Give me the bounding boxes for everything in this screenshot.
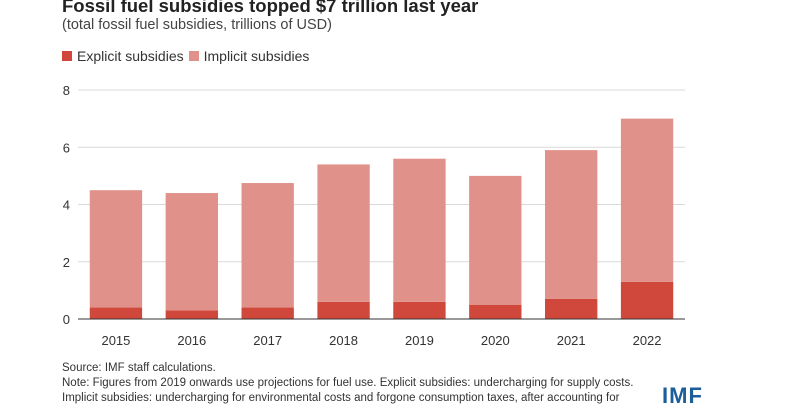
bar-explicit (620, 281, 674, 319)
methodology-note-continued: Implicit subsidies: undercharging for en… (62, 392, 620, 404)
x-tick-label: 2015 (101, 333, 130, 348)
bar-implicit (317, 164, 370, 302)
legend-item-explicit: Explicit subsidies (62, 48, 184, 64)
chart-notes: Source: IMF staff calculations. Note: Fi… (62, 361, 633, 406)
x-tick-label: 2018 (329, 333, 358, 348)
chart-title: Fossil fuel subsidies topped $7 trillion… (62, 0, 479, 16)
chart-subtitle: (total fossil fuel subsidies, trillions … (62, 17, 332, 33)
bar-implicit (469, 175, 522, 305)
y-tick-label: 0 (63, 312, 70, 327)
legend: Explicit subsidies Implicit subsidies (62, 48, 314, 64)
legend-swatch-explicit (62, 51, 72, 61)
x-tick-label: 2021 (557, 333, 586, 348)
source-note: Source: IMF staff calculations. (62, 362, 216, 374)
x-tick-label: 2017 (253, 333, 282, 348)
x-tick-label: 2020 (481, 333, 510, 348)
bar-explicit (165, 310, 218, 319)
y-tick-label: 4 (63, 198, 70, 213)
bar-implicit (545, 150, 598, 299)
bar-implicit (241, 183, 294, 308)
y-tick-label: 6 (63, 140, 70, 155)
legend-item-implicit: Implicit subsidies (188, 48, 310, 64)
bar-implicit (393, 158, 446, 302)
x-tick-label: 2019 (405, 333, 434, 348)
bar-explicit (393, 301, 446, 319)
y-tick-label: 8 (63, 83, 70, 98)
x-tick-label: 2016 (177, 333, 206, 348)
legend-label-explicit: Explicit subsidies (77, 48, 184, 64)
bar-explicit (469, 304, 522, 319)
methodology-note: Note: Figures from 2019 onwards use proj… (62, 377, 634, 389)
imf-logo: IMF (662, 383, 703, 408)
legend-swatch-implicit (188, 51, 199, 61)
bar-implicit (165, 193, 218, 311)
bar-explicit (241, 307, 294, 319)
legend-label-implicit: Implicit subsidies (203, 48, 310, 64)
bar-explicit (89, 307, 143, 319)
bar-explicit (317, 301, 370, 319)
bar-chart: 0 2 4 6 8 2015 2016 2017 2018 2019 2020 2021 2022 (63, 83, 685, 348)
bar-implicit (620, 118, 674, 282)
y-tick-label: 2 (63, 255, 70, 270)
bar-explicit (545, 298, 598, 319)
x-tick-label: 2022 (633, 333, 662, 348)
bar-implicit (89, 190, 143, 308)
